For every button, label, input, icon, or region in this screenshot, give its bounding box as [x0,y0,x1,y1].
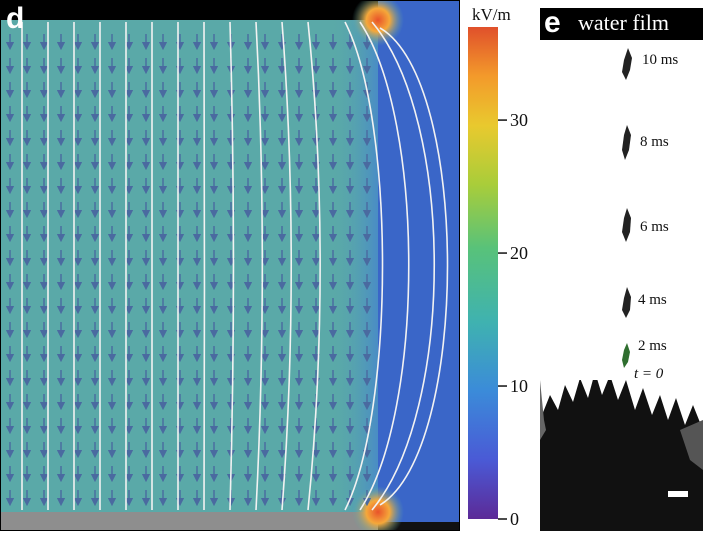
time-label-4ms: 4 ms [638,292,667,309]
colorbar-tick-label: 20 [510,243,528,263]
field-plot [0,0,460,531]
time-label-2ms: 2 ms [638,338,667,355]
colorbar-tick-label: 10 [510,376,528,396]
panel-e-title: water film [578,10,669,36]
time-label-8ms: 8 ms [640,134,669,151]
colorbar-ticks: 30 20 10 0 [498,110,528,529]
droplet-sequence [622,48,632,368]
colorbar-tick-label: 0 [510,509,519,529]
time-label-6ms: 6 ms [640,219,669,236]
water-film-image [540,0,703,531]
time-label-10ms: 10 ms [642,52,678,69]
colorbar-svg: kV/m 30 20 10 0 [460,0,538,531]
water-film-panel: e water film 10 ms 8 ms 6 ms 4 ms 2 ms t… [540,0,703,531]
scale-bar [668,491,688,497]
colorbar-tick-label: 30 [510,110,528,130]
bottom-electrode [0,512,378,531]
colorbar: kV/m 30 20 10 0 [460,0,538,531]
top-electrode [0,0,378,20]
panel-d-label: d [6,4,24,34]
field-simulation-panel: d [0,0,460,531]
colorbar-unit: kV/m [472,5,511,24]
panel-e-header: e water film [540,8,703,40]
panel-e-label: e [544,8,561,38]
colorbar-gradient [468,27,498,519]
time-label-t0: t = 0 [634,366,663,383]
